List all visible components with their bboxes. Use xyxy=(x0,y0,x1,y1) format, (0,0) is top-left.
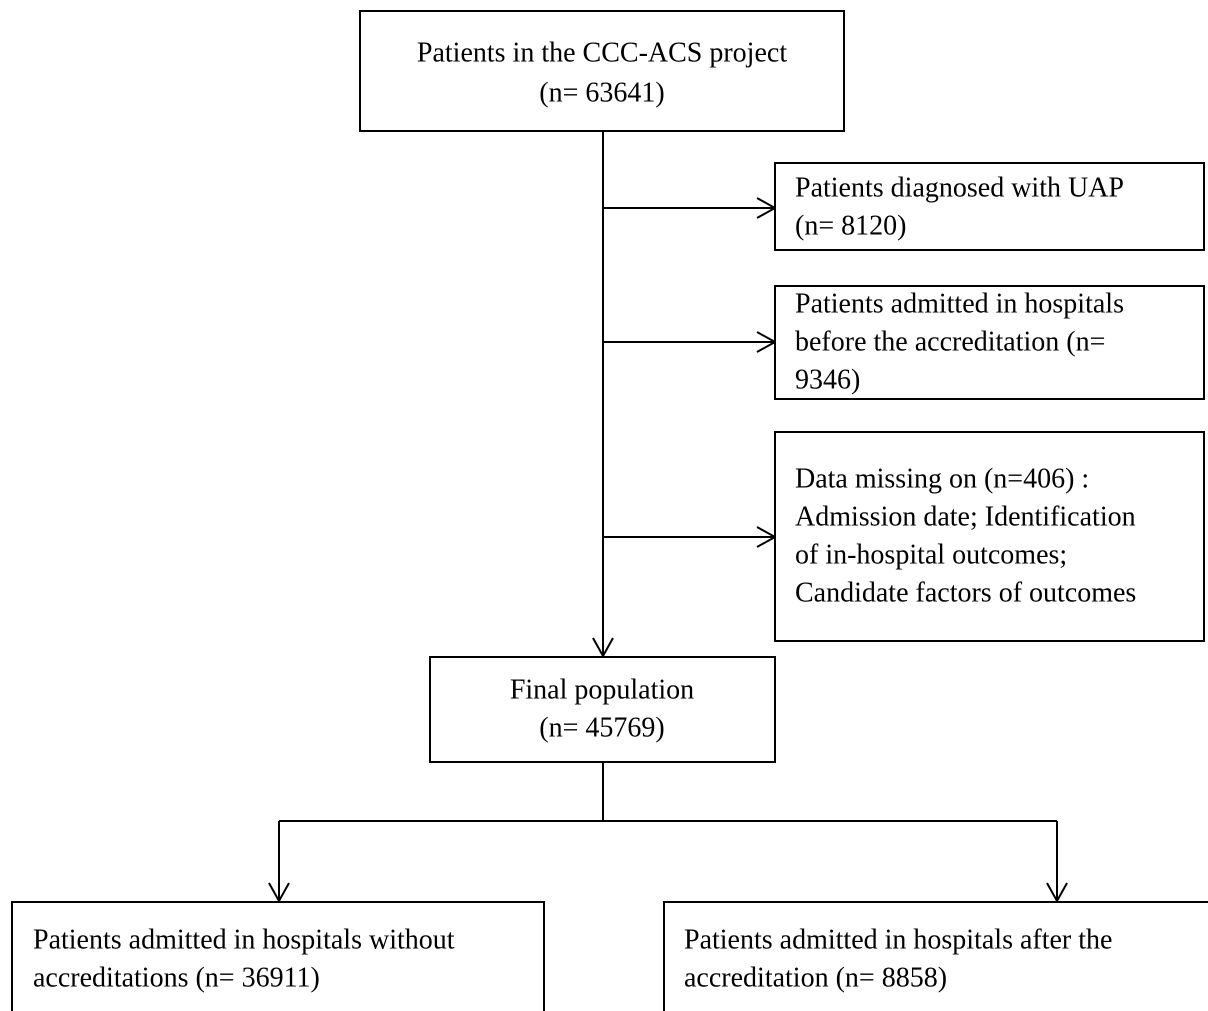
node-text: before the accreditation (n= xyxy=(795,326,1105,357)
node-text: accreditation (n= 8858) xyxy=(684,962,947,993)
box xyxy=(774,285,1205,400)
node-text: Patients admitted in hospitals xyxy=(795,288,1124,319)
node-text: accreditations (n= 36911) xyxy=(33,962,320,993)
node-text: Candidate factors of outcomes xyxy=(795,577,1136,608)
box xyxy=(359,10,845,132)
box xyxy=(774,162,1205,251)
box xyxy=(429,656,776,763)
node-text: (n= 8120) xyxy=(795,210,906,241)
node-text: Data missing on (n=406) : xyxy=(795,463,1089,494)
node-text: of in-hospital outcomes; xyxy=(795,539,1067,570)
box xyxy=(663,901,1208,1011)
node-text: 9346) xyxy=(795,364,860,395)
node-text: Admission date; Identification xyxy=(795,501,1136,532)
node-text: (n= 63641) xyxy=(539,77,664,108)
node-text: Patients admitted in hospitals without xyxy=(33,924,455,955)
node-text: Final population xyxy=(510,674,694,705)
node-text: (n= 45769) xyxy=(539,712,664,743)
box xyxy=(11,901,545,1011)
box xyxy=(774,431,1205,642)
node-text: Patients diagnosed with UAP xyxy=(795,172,1124,203)
node-text: Patients admitted in hospitals after the xyxy=(684,924,1112,955)
node-text: Patients in the CCC-ACS project xyxy=(417,37,787,68)
